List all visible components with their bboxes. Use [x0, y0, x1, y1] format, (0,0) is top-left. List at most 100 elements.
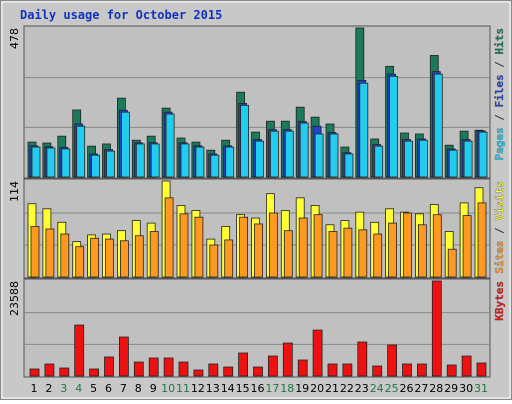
bar	[372, 365, 383, 377]
y-tick-label: 478	[8, 28, 21, 49]
x-tick-label: 15	[236, 382, 250, 395]
x-tick-label: 30	[459, 382, 473, 395]
bar	[194, 216, 204, 278]
x-tick-label: 8	[135, 382, 142, 395]
legend-entry: Sites	[493, 241, 506, 274]
x-tick-label: 12	[191, 382, 205, 395]
bar	[193, 369, 204, 377]
bar	[433, 73, 443, 178]
bar	[404, 140, 413, 178]
bar	[462, 215, 472, 278]
bar	[463, 140, 473, 178]
y-tick-label: 23588	[8, 281, 21, 316]
bar	[59, 367, 70, 377]
bar	[373, 233, 383, 278]
x-tick-label: 2	[45, 382, 52, 395]
bar	[388, 222, 398, 278]
bar	[90, 237, 99, 278]
bar	[328, 231, 338, 278]
bar	[240, 104, 250, 178]
x-tick-label: 21	[325, 382, 339, 395]
bar	[31, 146, 41, 178]
bar	[417, 224, 427, 278]
bar	[209, 244, 219, 278]
x-tick-label: 24	[370, 382, 384, 395]
x-tick-label: 16	[251, 382, 265, 395]
bar	[91, 154, 100, 178]
chart-title: Daily usage for October 2015	[20, 8, 222, 22]
bar	[282, 342, 293, 377]
bar	[478, 131, 488, 178]
bar	[165, 113, 175, 178]
x-tick-label: 31	[474, 382, 488, 395]
legend-entry: KBytes	[493, 281, 506, 321]
bar	[359, 82, 369, 178]
bar	[134, 235, 144, 278]
x-tick-label: 18	[280, 382, 294, 395]
bar	[432, 214, 442, 278]
bar	[150, 143, 160, 178]
bar	[119, 336, 129, 377]
x-tick-label: 22	[340, 382, 354, 395]
x-tick-label: 23	[355, 382, 369, 395]
x-tick-label: 5	[90, 382, 97, 395]
x-tick-label: 17	[265, 382, 279, 395]
y-tick-label: 114	[8, 181, 21, 202]
bar	[179, 213, 189, 278]
bar	[476, 362, 487, 377]
bar	[163, 357, 174, 377]
legend-separator: /	[493, 55, 506, 75]
x-tick-label: 29	[444, 382, 458, 395]
bar	[44, 363, 55, 377]
bar	[75, 246, 85, 278]
bar	[135, 143, 145, 178]
bar	[299, 122, 309, 178]
bar	[357, 341, 368, 377]
bar	[149, 231, 159, 278]
bar	[104, 356, 114, 377]
bar	[60, 233, 70, 278]
legend-separator: /	[493, 221, 506, 241]
bar	[298, 217, 308, 278]
bar	[29, 368, 40, 377]
bar	[313, 214, 323, 278]
bar	[283, 230, 293, 278]
bar	[447, 248, 457, 278]
bar	[45, 228, 55, 278]
bar	[342, 363, 353, 377]
bar	[446, 364, 457, 377]
bar	[239, 216, 249, 278]
bar	[418, 139, 428, 178]
legend: Sites / Visits	[493, 181, 506, 274]
legend-entry: Hits	[493, 28, 506, 55]
x-tick-label: 14	[221, 382, 235, 395]
legend-entry: Files	[493, 74, 506, 107]
bar	[416, 363, 427, 377]
bar	[208, 363, 219, 377]
bar	[121, 111, 130, 178]
bar	[269, 130, 279, 178]
x-tick-label: 6	[105, 382, 112, 395]
bar	[402, 363, 412, 377]
bar	[327, 363, 338, 377]
bar	[343, 227, 353, 278]
bar	[284, 130, 294, 178]
plot-area	[23, 278, 491, 378]
bar	[358, 229, 368, 278]
bar	[448, 149, 458, 178]
bar	[178, 361, 189, 377]
x-tick-label: 26	[400, 382, 414, 395]
x-tick-label: 13	[206, 382, 220, 395]
bar	[120, 240, 129, 278]
bar	[374, 145, 384, 178]
bar	[195, 146, 205, 178]
legend-entry: Visits	[493, 181, 506, 221]
bar	[30, 226, 40, 278]
x-tick-label: 4	[75, 382, 82, 395]
legend-entry: Pages	[493, 127, 506, 160]
bar	[403, 212, 412, 278]
bar	[225, 146, 235, 178]
